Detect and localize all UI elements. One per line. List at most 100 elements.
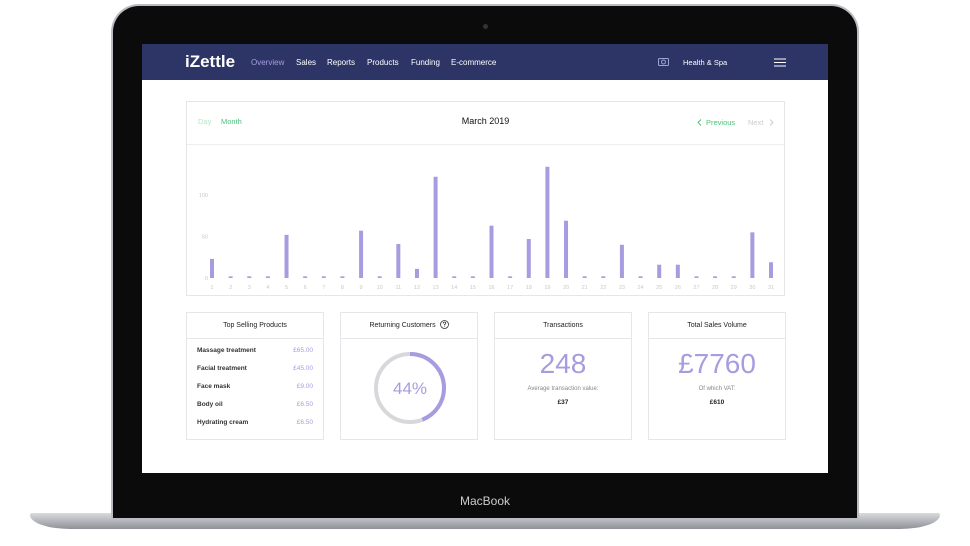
total-sales-value: £7760: [678, 348, 756, 379]
bar: [489, 225, 494, 278]
x-tick-label: 23: [619, 285, 625, 291]
y-tick-label: 0: [205, 276, 208, 282]
next-chevron[interactable]: [769, 119, 774, 126]
y-tick-label: 100: [199, 193, 208, 199]
camera-icon[interactable]: [658, 57, 669, 66]
day-toggle[interactable]: Day: [198, 117, 212, 126]
x-tick-label: 26: [675, 285, 681, 291]
donut-label: 44%: [393, 379, 427, 398]
average-value: £37: [557, 399, 569, 406]
x-tick-label: 17: [507, 285, 513, 291]
bar: [228, 276, 233, 278]
bar: [564, 220, 569, 278]
nav-item[interactable]: Sales: [296, 58, 317, 67]
bar: [619, 244, 624, 278]
bar: [638, 276, 643, 278]
donut-arc: [374, 352, 446, 424]
vat-value: £610: [709, 399, 725, 406]
x-tick-label: 1: [210, 285, 213, 291]
x-tick-label: 16: [488, 285, 494, 291]
product-price: £6.50: [296, 419, 313, 426]
nav-item[interactable]: Reports: [327, 58, 356, 67]
x-tick-label: 25: [656, 285, 662, 291]
caption: Of which VAT:: [698, 386, 736, 392]
bar: [582, 276, 587, 278]
device-label: MacBook: [459, 494, 511, 508]
chart-header: Day Month March 2019 Previous Next: [187, 102, 784, 145]
transactions-card: Transactions 248 Average transaction val…: [494, 312, 632, 440]
x-tick-label: 27: [693, 285, 699, 291]
card-title: Top Selling Products: [187, 313, 323, 339]
total-sales-card: Total Sales Volume £7760 Of which VAT: £…: [648, 312, 786, 440]
x-tick-label: 5: [285, 285, 288, 291]
bar: [731, 276, 736, 278]
x-tick-label: 20: [563, 285, 569, 291]
nav-item[interactable]: Products: [367, 58, 399, 67]
x-tick-label: 31: [768, 285, 774, 291]
bar: [601, 276, 606, 278]
x-tick-label: 2: [229, 285, 232, 291]
product-name: Massage treatment: [197, 347, 256, 354]
product-row: Face mask £9.00: [197, 383, 313, 390]
bar: [526, 238, 531, 278]
nav-item[interactable]: Overview: [251, 58, 285, 67]
x-tick-label: 13: [433, 285, 439, 291]
product-row: Hydrating cream £6.50: [197, 419, 313, 426]
returning-card: Returning Customers 44%: [340, 312, 478, 440]
bar: [340, 276, 345, 278]
bar: [414, 268, 419, 278]
bar: [545, 166, 550, 278]
bar: [433, 176, 438, 278]
prev-chevron[interactable]: [697, 119, 702, 126]
bar: [210, 258, 214, 278]
x-tick-label: 21: [582, 285, 588, 291]
x-tick-label: 6: [304, 285, 307, 291]
product-row: Massage treatment £65.00: [197, 347, 313, 354]
bar: [508, 276, 513, 278]
help-icon[interactable]: [439, 320, 449, 329]
x-tick-label: 3: [248, 285, 251, 291]
x-tick-label: 9: [360, 285, 363, 291]
product-name: Body oil: [197, 401, 223, 408]
bar: [396, 243, 401, 278]
x-tick-label: 19: [544, 285, 550, 291]
bar: [247, 276, 252, 278]
x-tick-label: 10: [377, 285, 383, 291]
product-price: £65.00: [293, 347, 313, 354]
x-tick-label: 28: [712, 285, 718, 291]
product-price: £6.50: [296, 401, 313, 408]
product-price: £9.00: [296, 383, 313, 390]
product-name: Facial treatment: [197, 365, 247, 372]
chart-title: March 2019: [461, 116, 510, 126]
x-tick-label: 22: [600, 285, 606, 291]
bar: [675, 264, 680, 278]
nav-item[interactable]: Funding: [411, 58, 440, 67]
bar: [470, 276, 475, 278]
bar: [452, 276, 457, 278]
nav-bar: iZettle Overview Sales Reports Products …: [142, 44, 828, 80]
account-name[interactable]: Health & Spa: [683, 58, 728, 67]
nav-item[interactable]: E-commerce: [451, 58, 497, 67]
month-toggle[interactable]: Month: [221, 117, 242, 126]
x-tick-label: 29: [731, 285, 737, 291]
logo[interactable]: iZettle: [185, 52, 236, 71]
bar: [769, 262, 773, 278]
product-price: £45.00: [293, 365, 313, 372]
menu-icon[interactable]: [774, 58, 786, 67]
product-name: Hydrating cream: [197, 419, 249, 426]
product-name: Face mask: [197, 383, 231, 390]
card-header: Returning Customers: [341, 313, 477, 339]
x-tick-label: 12: [414, 285, 420, 291]
bar: [377, 276, 382, 278]
next-button[interactable]: Next: [748, 118, 764, 127]
x-tick-label: 4: [266, 285, 269, 291]
previous-button[interactable]: Previous: [706, 118, 736, 127]
bar: [265, 276, 270, 278]
x-tick-label: 11: [395, 285, 401, 291]
x-tick-label: 30: [749, 285, 755, 291]
x-tick-label: 14: [451, 285, 457, 291]
x-tick-label: 7: [322, 285, 325, 291]
top-products-card: Top Selling Products Massage treatment £6…: [186, 312, 324, 440]
caption: Average transaction value:: [527, 386, 599, 392]
